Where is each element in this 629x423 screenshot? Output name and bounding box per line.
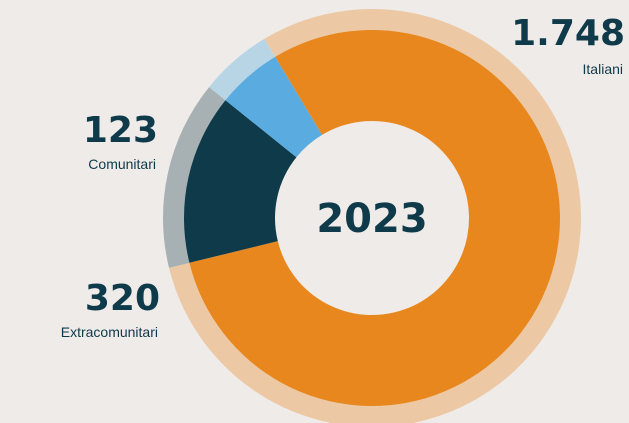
- donut-slice: [184, 100, 297, 263]
- outer-ring: [209, 38, 277, 102]
- value-label: 320: [85, 278, 160, 319]
- value-label: 123: [83, 110, 158, 151]
- center-label: 2023: [316, 196, 427, 242]
- category-label: Extracomunitari: [61, 324, 158, 340]
- category-label: Comunitari: [88, 156, 156, 172]
- category-label: Italiani: [583, 61, 623, 77]
- donut-slice: [225, 56, 323, 158]
- outer-ring: [163, 87, 228, 268]
- value-label: 1.748: [511, 13, 625, 54]
- donut-slice: [189, 30, 560, 407]
